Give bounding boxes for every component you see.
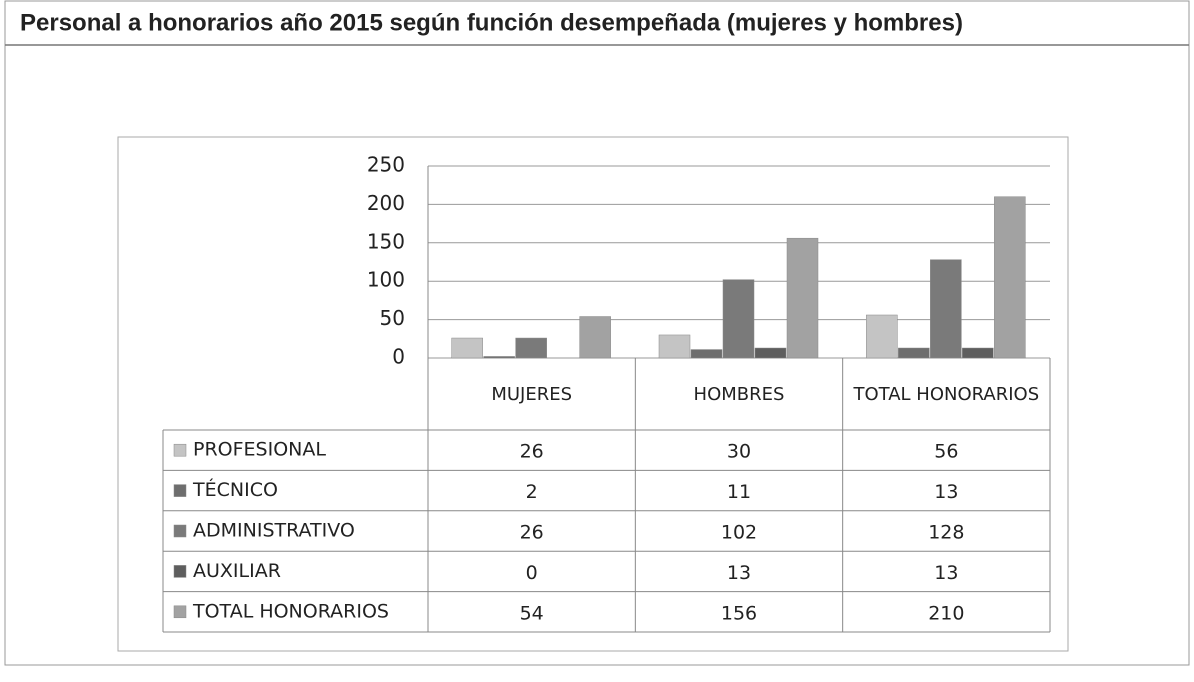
table-value: 13 [727,562,751,584]
chart-title: Personal a honorarios año 2015 según fun… [20,9,963,36]
table-value: 210 [928,602,964,624]
bar [515,337,547,359]
x-tick-label-box: MUJERES [491,383,573,405]
bar [994,196,1026,359]
outer-frame [4,0,1190,666]
legend-key [173,565,187,578]
bar [898,347,930,359]
x-tick-label-box: HOMBRES [693,383,785,405]
y-tick-label: 250 [367,153,405,177]
legend-label: TÉCNICO [192,478,278,501]
table-value: 56 [934,441,958,463]
table-value: 0 [526,562,538,584]
table-value: 13 [934,481,958,503]
y-tick-label: 200 [367,191,405,215]
legend-label: AUXILIAR [193,560,281,582]
table-value: 156 [721,602,757,624]
chart-frame [117,136,1069,652]
table-value: 26 [520,522,544,544]
bar [451,337,483,359]
legend-key [173,443,187,457]
bar [930,259,962,359]
legend-key [173,484,187,497]
bar [866,314,898,359]
legend-label: TOTAL HONORARIOS [192,600,389,622]
table-value: 102 [721,522,757,544]
table-value: 13 [934,562,958,584]
bar [962,347,994,359]
table-value: 26 [520,441,544,463]
legend-label: ADMINISTRATIVO [193,520,355,542]
bar [658,334,691,359]
bar [754,347,787,359]
y-tick-label: 150 [367,229,405,253]
table-value: 54 [520,602,544,624]
x-tick-label-box: TOTAL HONORARIOS [853,383,1040,405]
legend-label: PROFESIONAL [193,439,326,461]
y-tick-label: 50 [380,306,405,330]
table-value: 2 [526,481,538,503]
y-tick-label: 100 [367,268,405,292]
bar [579,316,611,359]
bar [722,279,755,359]
y-tick-label: 0 [392,345,405,369]
bar [690,349,723,359]
table-value: 11 [727,481,751,503]
x-tick-label: MUJERES [491,383,573,405]
legend-key [173,524,187,538]
x-tick-label: HOMBRES [693,383,785,405]
bar [483,356,515,359]
table-value: 128 [928,522,964,544]
x-tick-label: TOTAL HONORARIOS [853,383,1040,405]
table-value: 30 [727,441,751,463]
legend-key [173,605,187,619]
bar [786,237,819,359]
